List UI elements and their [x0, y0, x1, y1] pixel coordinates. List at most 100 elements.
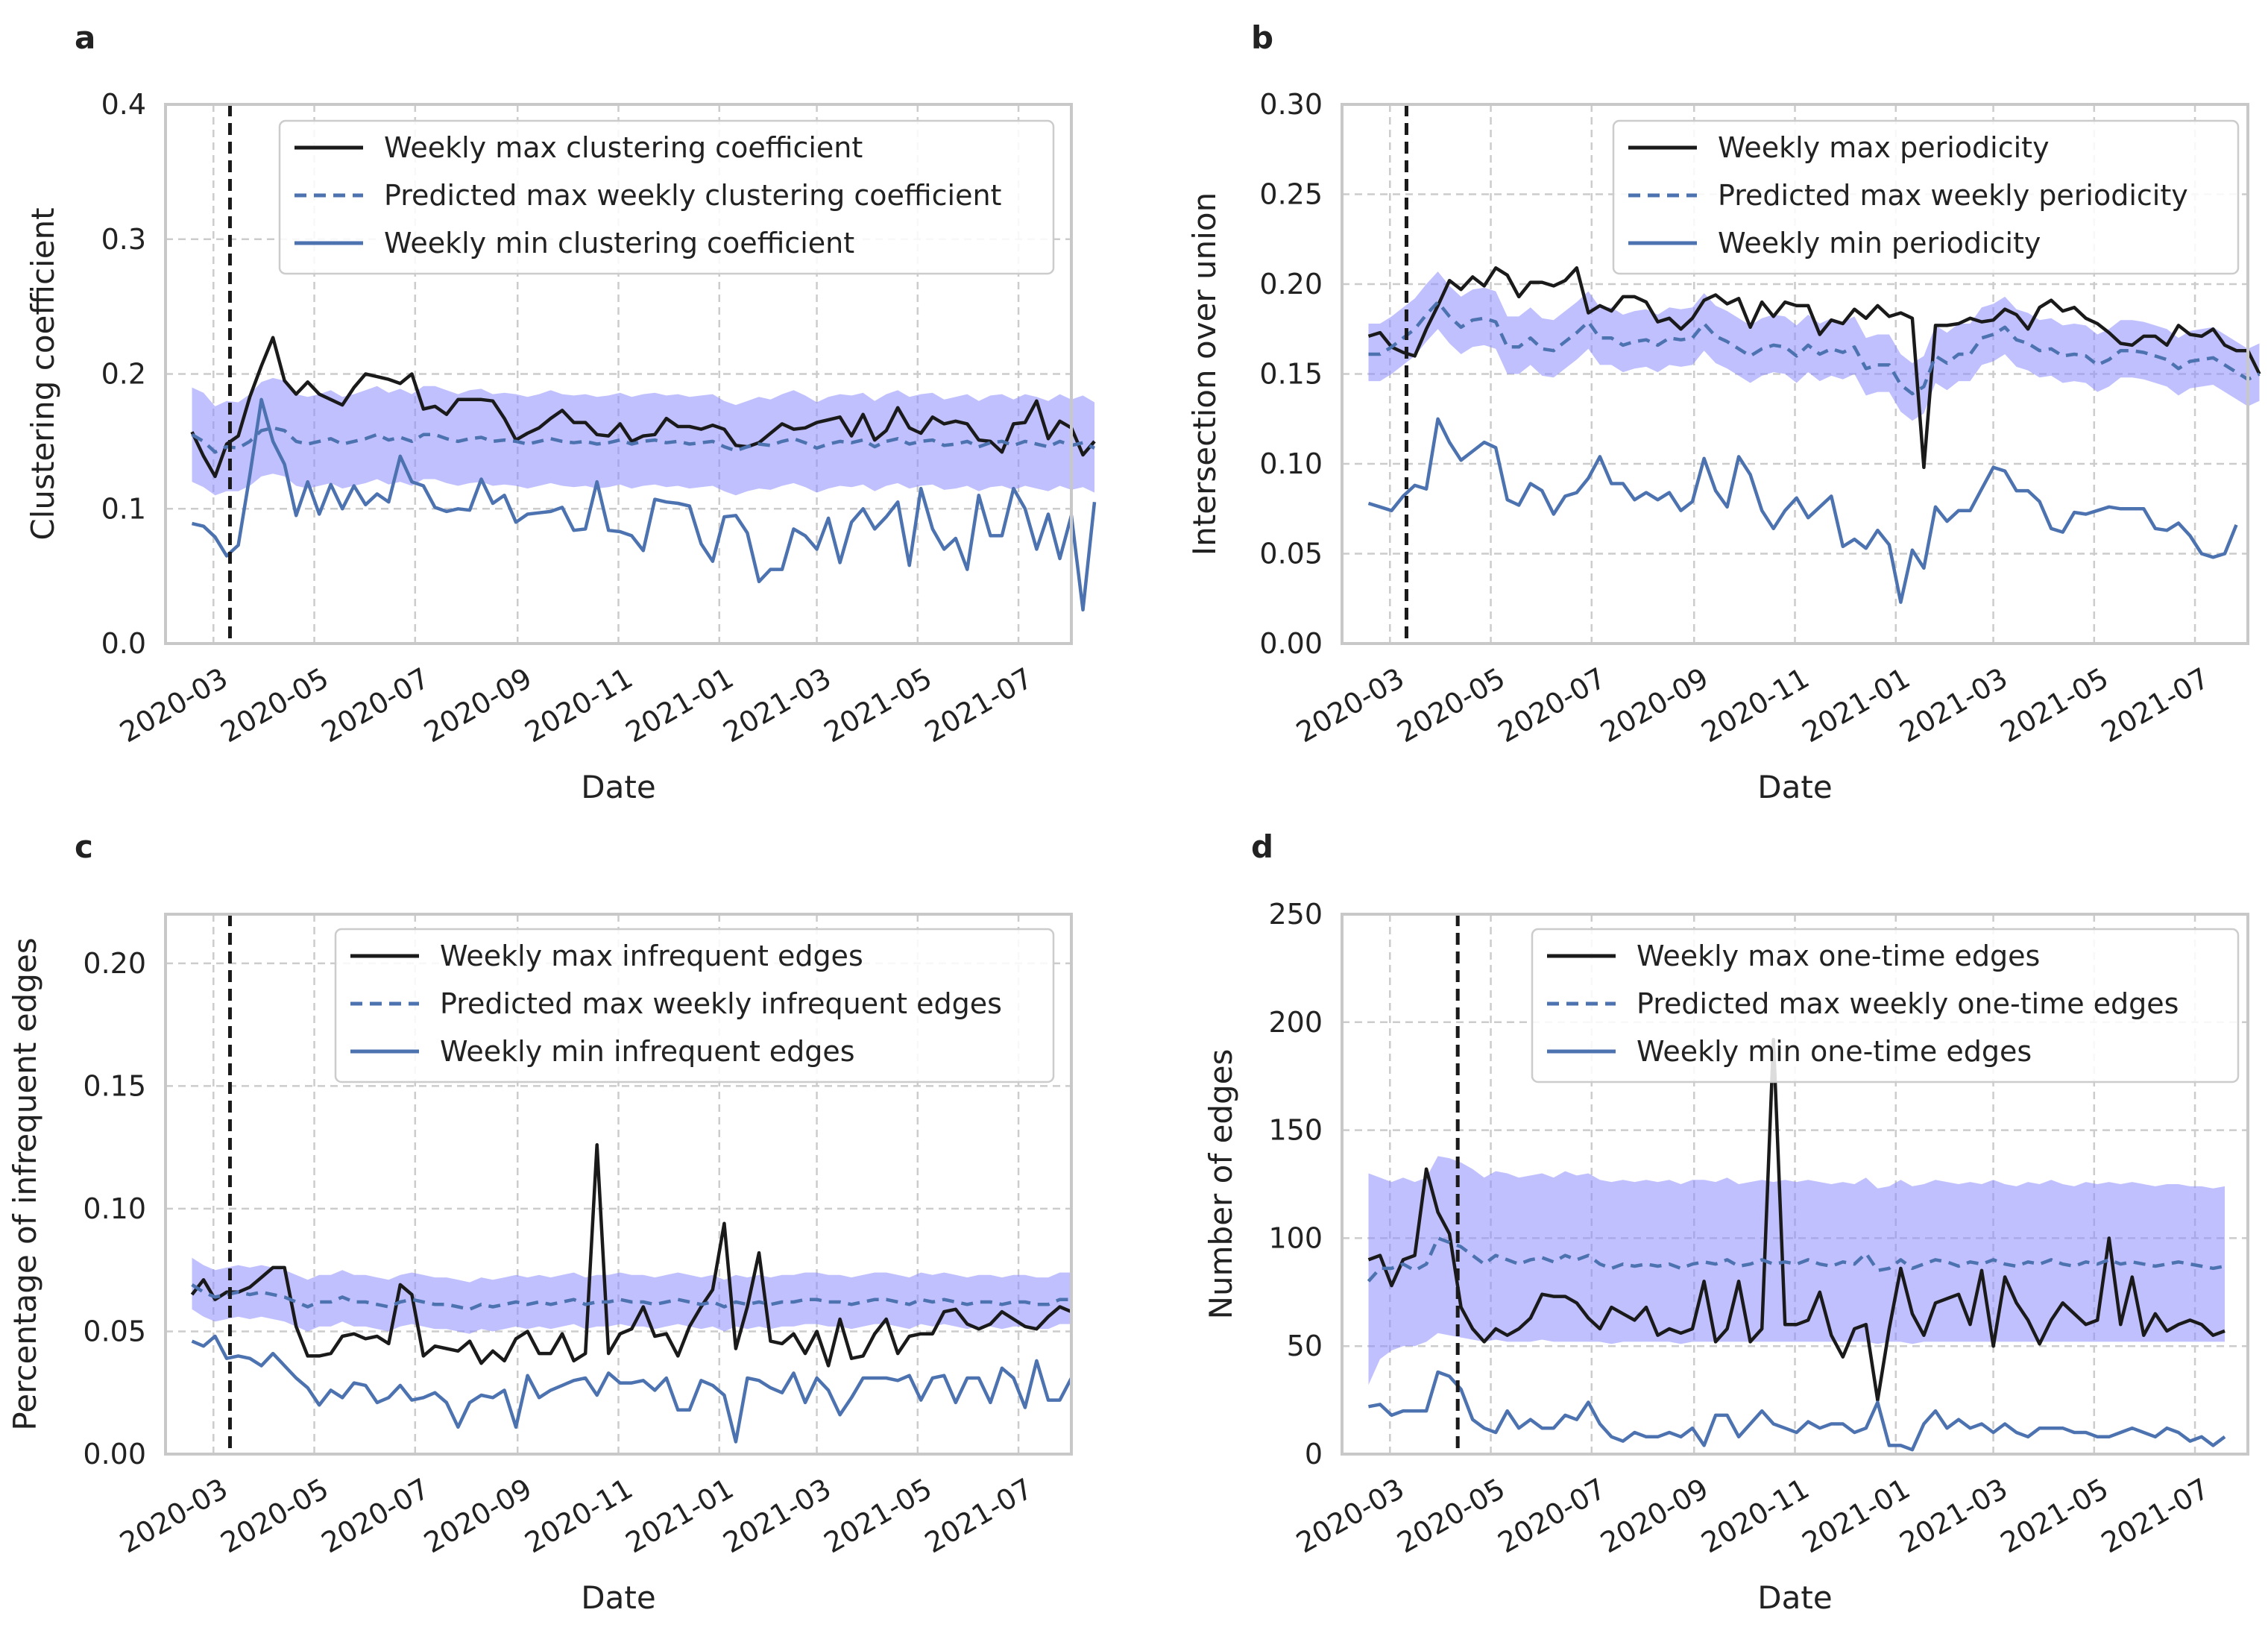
prediction-band: [192, 1257, 1071, 1334]
x-tick-label: 2020-09: [1595, 1472, 1714, 1559]
plot-frame: [1341, 913, 2249, 1456]
x-tick-label: 2021-07: [919, 1472, 1039, 1559]
x-tick-label: 2020-11: [1695, 1472, 1815, 1559]
x-tick-label: 2020-07: [316, 1472, 435, 1559]
legend: Weekly max periodicity Predicted max week…: [1612, 119, 2240, 275]
y-tick-label: 0.20: [83, 947, 146, 980]
panel-d: d0501001502002502020-032020-052020-07202…: [1203, 828, 2249, 1616]
x-tick-label: 2020-05: [1392, 1472, 1511, 1559]
legend-label: Weekly max clustering coefficient: [384, 131, 863, 164]
x-axis-label: Date: [581, 769, 655, 805]
x-tick-label: 2020-03: [1291, 661, 1410, 749]
series-predicted-max: [191, 1283, 1071, 1312]
legend-label: Predicted max weekly periodicity: [1718, 179, 2188, 212]
legend-label: Weekly min infrequent edges: [440, 1035, 855, 1068]
y-tick-label: 50: [1287, 1330, 1323, 1362]
panel-c: c0.000.050.100.150.202020-032020-052020-…: [7, 828, 1073, 1616]
y-tick-label: 0.15: [83, 1069, 146, 1102]
x-axis-label: Date: [581, 1579, 655, 1616]
series-weekly-max: [1367, 1037, 2226, 1402]
x-axis-label: Date: [1757, 769, 1832, 805]
panel-letter: c: [75, 828, 93, 865]
y-axis-label: Number of edges: [1203, 1049, 1239, 1320]
x-tick-label: 2021-05: [819, 1472, 938, 1559]
x-tick-label: 2021-01: [620, 1472, 740, 1559]
x-tick-label: 2021-07: [2096, 661, 2215, 749]
prediction-band: [1368, 1156, 2225, 1385]
legend: Weekly max infrequent edges Predicted max…: [334, 928, 1055, 1083]
series-weekly-min: [191, 1334, 1073, 1444]
legend-label: Predicted max weekly one-time edges: [1637, 987, 2179, 1020]
y-tick-label: 0.10: [83, 1192, 146, 1225]
series-weekly-max: [190, 336, 1096, 479]
series-predicted-max: [1368, 300, 2261, 396]
panel-b: b0.000.050.100.150.200.250.302020-032020…: [1186, 19, 2261, 805]
legend-label: Predicted max weekly clustering coeffici…: [384, 179, 1001, 212]
prediction-band: [1368, 271, 2260, 421]
legend-box: [334, 928, 1055, 1083]
panel-letter: b: [1251, 19, 1273, 56]
y-tick-label: 0.05: [1259, 538, 1323, 570]
y-axis-label: Percentage of infrequent edges: [7, 937, 43, 1430]
x-tick-label: 2020-07: [1493, 661, 1612, 749]
legend: Weekly max clustering coefficient Predict…: [278, 119, 1055, 275]
legend: Weekly max one-time edges Predicted max w…: [1531, 928, 2240, 1083]
series-predicted-max: [1367, 1236, 2226, 1283]
x-tick-label: 2020-05: [215, 661, 335, 749]
y-tick-label: 100: [1268, 1221, 1323, 1254]
series-weekly-max: [190, 1143, 1072, 1368]
series-weekly-min: [1368, 1370, 2226, 1452]
legend-label: Weekly max infrequent edges: [440, 940, 863, 972]
x-tick-label: 2021-07: [2096, 1472, 2215, 1559]
plot-frame: [164, 913, 1073, 1456]
x-tick-label: 2020-09: [418, 661, 538, 749]
x-tick-label: 2021-05: [1995, 1472, 2114, 1559]
x-tick-label: 2020-11: [1695, 661, 1815, 749]
y-tick-label: 0.2: [101, 358, 146, 391]
legend-box: [278, 119, 1055, 275]
x-tick-label: 2021-01: [1797, 661, 1916, 749]
y-tick-label: 0.00: [83, 1438, 146, 1470]
y-tick-label: 0.0: [101, 627, 146, 660]
legend-box: [1531, 928, 2240, 1083]
x-tick-label: 2021-05: [1995, 661, 2114, 749]
x-tick-label: 2020-03: [114, 1472, 233, 1559]
series-weekly-min: [1367, 417, 2238, 604]
series-weekly-min: [191, 397, 1097, 612]
y-tick-label: 0.10: [1259, 447, 1323, 480]
x-tick-label: 2021-03: [1894, 661, 2014, 749]
legend-label: Weekly max periodicity: [1718, 131, 2050, 164]
x-tick-label: 2020-09: [1595, 661, 1714, 749]
legend-label: Weekly min one-time edges: [1637, 1035, 2032, 1068]
x-tick-label: 2021-05: [819, 661, 938, 749]
plot-frame: [1341, 103, 2249, 645]
legend-label: Predicted max weekly infrequent edges: [440, 987, 1002, 1020]
y-tick-label: 0.1: [101, 492, 146, 525]
x-tick-label: 2021-01: [620, 661, 740, 749]
y-tick-label: 0.20: [1259, 268, 1323, 301]
plot-frame: [164, 103, 1073, 645]
y-tick-label: 0.05: [83, 1315, 146, 1347]
panel-letter: a: [75, 19, 95, 56]
x-tick-label: 2021-03: [1894, 1472, 2014, 1559]
series-weekly-max: [1367, 266, 2261, 470]
x-tick-label: 2020-11: [519, 1472, 638, 1559]
x-tick-label: 2021-01: [1797, 1472, 1916, 1559]
y-axis-label: Intersection over union: [1186, 192, 1223, 556]
y-tick-label: 0.3: [101, 223, 146, 256]
y-axis-label: Clustering coefficient: [25, 207, 61, 540]
y-tick-label: 200: [1268, 1006, 1323, 1039]
x-tick-label: 2020-03: [1291, 1472, 1410, 1559]
x-tick-label: 2020-11: [519, 661, 638, 749]
x-axis-label: Date: [1757, 1579, 1832, 1616]
series-predicted-max: [191, 426, 1095, 454]
y-tick-label: 0.30: [1259, 88, 1323, 121]
y-tick-label: 0: [1305, 1438, 1323, 1470]
legend-label: Weekly max one-time edges: [1637, 940, 2040, 972]
x-tick-label: 2020-07: [316, 661, 435, 749]
panel-letter: d: [1251, 828, 1273, 865]
x-tick-label: 2020-05: [215, 1472, 335, 1559]
y-tick-label: 0.15: [1259, 358, 1323, 391]
y-tick-label: 0.00: [1259, 627, 1323, 660]
x-tick-label: 2021-03: [718, 1472, 837, 1559]
